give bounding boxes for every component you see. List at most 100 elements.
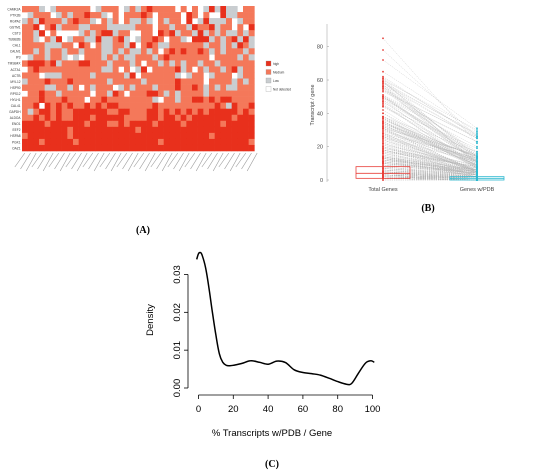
- heatmap-cell: [243, 90, 249, 97]
- heatmap-cell: [203, 132, 210, 140]
- heatmap-cell: [67, 42, 74, 49]
- heatmap-cell: [158, 114, 164, 122]
- heatmap-cell: [73, 132, 79, 140]
- heatmap-cell: [220, 42, 227, 49]
- pair-line: [382, 158, 478, 172]
- heatmap-cell: [73, 102, 79, 110]
- heatmap-cell: [186, 114, 193, 122]
- heatmap-cell: [192, 132, 198, 140]
- pdb-genes-point: [476, 174, 478, 176]
- y-tick-label: 0.00: [172, 379, 183, 398]
- heatmap-cell: [163, 84, 170, 91]
- pair-line: [382, 96, 478, 142]
- heatmap-cell: [50, 126, 57, 134]
- heatmap-cell: [135, 120, 142, 128]
- heatmap-cell: [61, 102, 68, 110]
- heatmap-cell: [56, 132, 62, 140]
- heatmap-cell: [226, 18, 232, 25]
- heatmap-cell: [197, 42, 204, 49]
- heatmap-cell: [175, 54, 181, 61]
- heatmap-cell: [33, 18, 40, 25]
- heatmap-cell: [90, 72, 96, 79]
- pair-line: [382, 113, 478, 162]
- pdb-genes-point: [476, 169, 478, 171]
- heatmap-cell: [33, 42, 40, 49]
- pair-line: [382, 151, 478, 167]
- x-tick-label: 0: [196, 404, 201, 415]
- legend-swatch: [265, 60, 272, 67]
- x-tick-label: 100: [365, 404, 381, 415]
- heatmap-cell: [33, 138, 40, 146]
- y-tick-label: 80: [317, 45, 323, 51]
- pdb-genes-point: [476, 167, 478, 170]
- heatmap-cell: [50, 72, 57, 79]
- heatmap-cell: [226, 66, 232, 73]
- heatmap-cell: [152, 102, 159, 110]
- heatmap-cell: [226, 120, 232, 128]
- heatmap-cell: [163, 102, 170, 110]
- heatmap-cell: [158, 138, 164, 146]
- heatmap-cell: [180, 24, 187, 31]
- heatmap-cell: [237, 60, 244, 67]
- heatmap-cell: [209, 18, 215, 25]
- heatmap-cell: [220, 90, 227, 97]
- heatmap-cell: [197, 108, 204, 116]
- heatmap-cell: [33, 6, 40, 13]
- heatmap-column-label: [184, 152, 196, 168]
- heatmap-cell: [146, 72, 153, 79]
- heatmap-cell: [22, 6, 28, 13]
- heatmap-cell: [135, 60, 142, 67]
- heatmap-cell: [197, 114, 204, 122]
- heatmap-cell: [84, 138, 91, 146]
- heatmap-cell: [203, 126, 210, 134]
- heatmap-cell: [226, 24, 232, 31]
- heatmap-cell: [180, 108, 187, 116]
- pdb-genes-point: [476, 154, 478, 156]
- pair-line: [382, 156, 478, 176]
- panel-c-density: 0 20 40 60 80 100 0.00 0.01 0.02 0.03 % Transcript…: [145, 251, 381, 439]
- heatmap-cell: [22, 42, 28, 49]
- pdb-genes-point: [476, 145, 478, 148]
- total-genes-point: [382, 75, 384, 78]
- heatmap-cell: [39, 90, 45, 97]
- heatmap-cell: [158, 132, 164, 140]
- pair-line: [382, 133, 478, 159]
- heatmap-cell: [56, 96, 62, 103]
- heatmap-cell: [73, 120, 79, 128]
- heatmap-cell: [169, 102, 176, 110]
- heatmap-cell: [107, 120, 113, 128]
- heatmap-cell: [197, 120, 204, 128]
- heatmap-cell: [50, 90, 57, 97]
- heatmap-cell: [44, 42, 51, 49]
- heatmap-row-label: GAPDH: [9, 110, 21, 114]
- heatmap-cell: [78, 90, 85, 97]
- heatmap-column-label: [71, 152, 82, 170]
- heatmap-cell: [197, 72, 204, 79]
- heatmap-cell: [203, 30, 210, 37]
- heatmap-cell: [33, 24, 40, 31]
- heatmap-cell: [33, 144, 40, 152]
- heatmap-cell: [27, 30, 34, 37]
- heatmap-cell: [44, 120, 51, 128]
- heatmap-cell: [214, 6, 221, 13]
- heatmap-cell: [203, 42, 210, 49]
- heatmap-cell: [95, 78, 102, 85]
- heatmap-cell: [186, 30, 193, 37]
- heatmap-cell: [61, 144, 68, 152]
- total-genes-point: [382, 134, 384, 136]
- pair-line: [382, 106, 478, 149]
- heatmap-cell: [220, 126, 227, 134]
- heatmap-cell: [237, 42, 244, 49]
- pair-line: [382, 174, 478, 179]
- heatmap-cell: [84, 42, 91, 49]
- pair-line: [382, 59, 478, 129]
- heatmap-cell: [44, 102, 51, 110]
- heatmap-cell: [67, 114, 74, 122]
- heatmap-cell: [84, 24, 91, 31]
- heatmap-column-label: [110, 152, 122, 172]
- pair-line: [382, 84, 478, 139]
- heatmap-column-label: [229, 152, 241, 172]
- heatmap-cell: [214, 18, 221, 25]
- heatmap-cell: [169, 60, 176, 67]
- heatmap-cell: [197, 126, 204, 134]
